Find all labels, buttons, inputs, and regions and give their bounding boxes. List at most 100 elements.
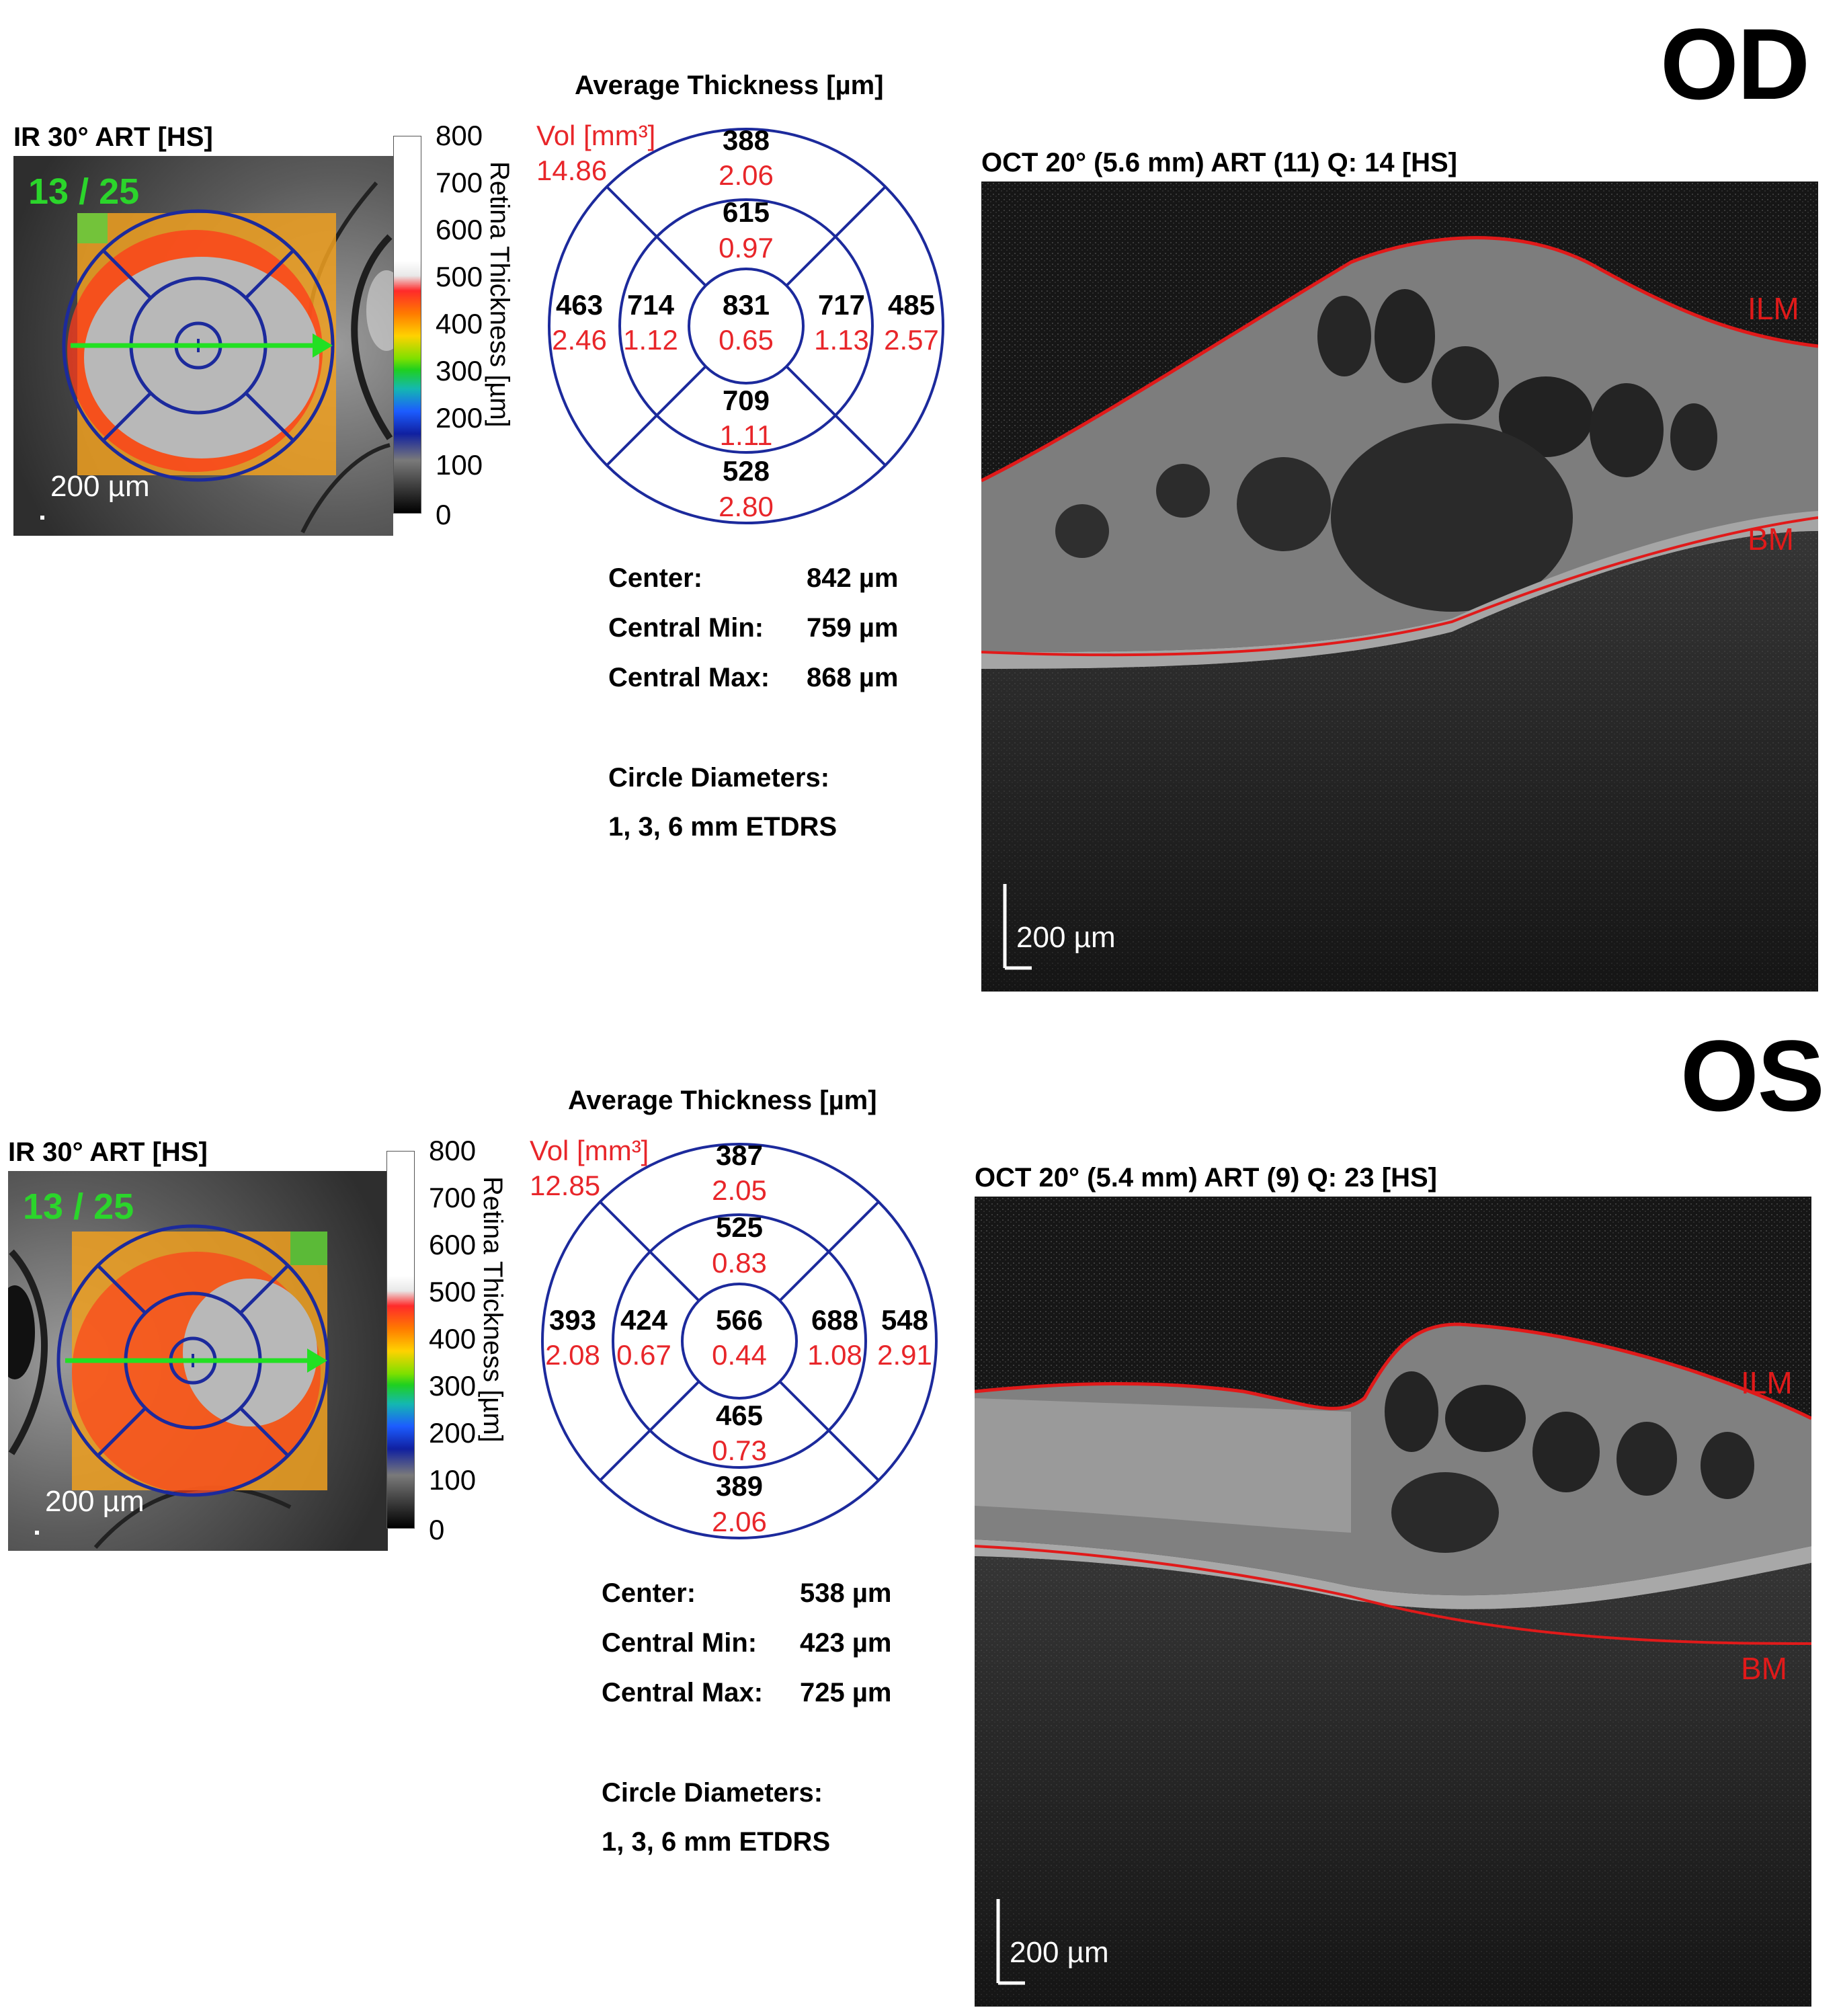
thickness-colorbar xyxy=(393,136,421,514)
ir-fundus-svg xyxy=(13,156,393,536)
sector-volume: 0.83 xyxy=(712,1247,767,1279)
vol-total: 12.85 xyxy=(530,1170,601,1201)
stat-value: 725 µm xyxy=(800,1678,892,1707)
vol-total: 14.86 xyxy=(536,155,608,186)
stat-value: 538 µm xyxy=(800,1578,892,1608)
sector-thickness: 424 xyxy=(620,1304,668,1336)
oct-scale-label: 200 µm xyxy=(1010,1936,1109,1969)
stat-label: Central Min: xyxy=(608,613,764,643)
colorbar-tick: 700 xyxy=(429,1182,477,1213)
stat-label: Central Max: xyxy=(608,663,770,692)
colorbar-tick: 100 xyxy=(436,449,483,481)
oct-bscan-image: ILM BM 200 µm xyxy=(981,182,1818,992)
sector-thickness: 465 xyxy=(716,1400,763,1431)
sector-volume: 1.11 xyxy=(720,419,773,451)
sector-volume: 1.13 xyxy=(814,324,869,356)
ir-fundus-image: 13 / 25 200 µm xyxy=(8,1171,388,1551)
colorbar-title: Retina Thickness [µm] xyxy=(485,161,514,428)
sector-thickness: 831 xyxy=(723,289,770,321)
colorbar-tick: 300 xyxy=(429,1370,477,1402)
sector-volume: 0.73 xyxy=(712,1435,767,1466)
sector-volume: 2.08 xyxy=(545,1339,600,1371)
thickness-title: Average Thickness [µm] xyxy=(575,71,884,100)
colorbar-tick: 600 xyxy=(436,214,483,245)
sector-volume: 1.08 xyxy=(807,1339,862,1371)
sector-volume: 0.67 xyxy=(616,1339,671,1371)
ir-title: IR 30° ART [HS] xyxy=(13,122,213,152)
sector-thickness: 485 xyxy=(888,289,935,321)
colorbar-tick: 200 xyxy=(436,402,483,434)
sector-thickness: 463 xyxy=(556,289,603,321)
stat-value: 868 µm xyxy=(807,663,899,692)
oct-bscan-image: ILM BM 200 µm xyxy=(975,1197,1811,2007)
sector-volume: 0.44 xyxy=(712,1339,767,1371)
sector-thickness: 615 xyxy=(723,196,770,228)
sector-volume: 0.65 xyxy=(719,324,774,356)
vol-label: Vol [mm³] xyxy=(536,120,656,151)
colorbar-tick: 600 xyxy=(429,1229,477,1260)
thickness-title: Average Thickness [µm] xyxy=(568,1086,877,1115)
ilm-label: ILM xyxy=(1741,1365,1793,1400)
colorbar-tick: 300 xyxy=(436,355,483,387)
sector-thickness: 525 xyxy=(716,1211,763,1243)
thickness-colorbar xyxy=(386,1151,415,1529)
colorbar-tick: 200 xyxy=(429,1417,477,1449)
sector-thickness: 393 xyxy=(549,1304,596,1336)
eye-label: OD xyxy=(1660,7,1810,120)
sector-volume: 2.91 xyxy=(877,1339,932,1371)
sector-volume: 1.12 xyxy=(623,324,678,356)
sector-volume: 2.80 xyxy=(719,491,774,522)
stat-label: Center: xyxy=(608,563,703,593)
stat-label: Center: xyxy=(602,1578,696,1608)
sector-thickness: 717 xyxy=(818,289,865,321)
eye-label: OS xyxy=(1680,1019,1825,1132)
oct-bscan-svg xyxy=(975,1197,1811,2007)
colorbar-tick: 700 xyxy=(436,167,483,198)
colorbar-tick: 800 xyxy=(429,1135,477,1166)
ir-fundus-svg xyxy=(8,1171,388,1551)
stat-value: 759 µm xyxy=(807,613,899,643)
oct-scale-label: 200 µm xyxy=(1016,921,1116,954)
sector-thickness: 388 xyxy=(723,124,770,156)
vol-label: Vol [mm³] xyxy=(530,1135,649,1166)
colorbar-tick: 400 xyxy=(436,308,483,339)
scan-counter: 13 / 25 xyxy=(23,1186,134,1227)
colorbar-tick: 400 xyxy=(429,1323,477,1355)
stat-label: Central Max: xyxy=(602,1678,764,1707)
colorbar-tick: 0 xyxy=(429,1514,445,1545)
stat-value: 423 µm xyxy=(800,1628,892,1658)
ilm-label: ILM xyxy=(1748,291,1799,326)
scan-counter: 13 / 25 xyxy=(28,171,140,212)
sector-thickness: 389 xyxy=(716,1470,763,1502)
sector-volume: 0.97 xyxy=(719,232,774,264)
colorbar-tick: 500 xyxy=(436,261,483,292)
colorbar-title: Retina Thickness [µm] xyxy=(478,1176,507,1443)
sector-thickness: 688 xyxy=(811,1304,858,1336)
ir-scale-label: 200 µm xyxy=(45,1485,145,1518)
circle-diameters-label: Circle Diameters: xyxy=(608,763,830,793)
colorbar-tick: 800 xyxy=(436,120,483,151)
colorbar-tick: 0 xyxy=(436,499,452,530)
sector-thickness: 528 xyxy=(723,455,770,487)
stat-label: Central Min: xyxy=(602,1628,758,1658)
sector-volume: 2.06 xyxy=(719,159,774,191)
sector-thickness: 714 xyxy=(627,289,675,321)
colorbar-tick: 500 xyxy=(429,1276,477,1307)
sector-volume: 2.06 xyxy=(712,1506,767,1537)
ir-fundus-image: 13 / 25 200 µm xyxy=(13,156,393,536)
bm-label: BM xyxy=(1748,522,1794,557)
etdrs-thickness-map: 388 2.06 615 0.97 463 2.46 714 1.12 831 … xyxy=(548,124,944,524)
sector-volume: 2.57 xyxy=(884,324,939,356)
stat-value: 842 µm xyxy=(807,563,899,593)
colorbar-tick: 100 xyxy=(429,1464,477,1496)
etdrs-thickness-map: 387 2.05 525 0.83 393 2.08 424 0.67 566 … xyxy=(541,1139,938,1539)
sector-thickness: 709 xyxy=(723,385,770,416)
circle-diameters-label: Circle Diameters: xyxy=(602,1778,823,1808)
oct-bscan-svg xyxy=(981,182,1818,992)
circle-diameters-value: 1, 3, 6 mm ETDRS xyxy=(602,1827,831,1857)
circle-diameters-value: 1, 3, 6 mm ETDRS xyxy=(608,812,837,842)
ir-scale-label: 200 µm xyxy=(50,470,150,503)
sector-thickness: 548 xyxy=(881,1304,928,1336)
oct-title: OCT 20° (5.4 mm) ART (9) Q: 23 [HS] xyxy=(975,1163,1437,1193)
sector-volume: 2.46 xyxy=(552,324,607,356)
